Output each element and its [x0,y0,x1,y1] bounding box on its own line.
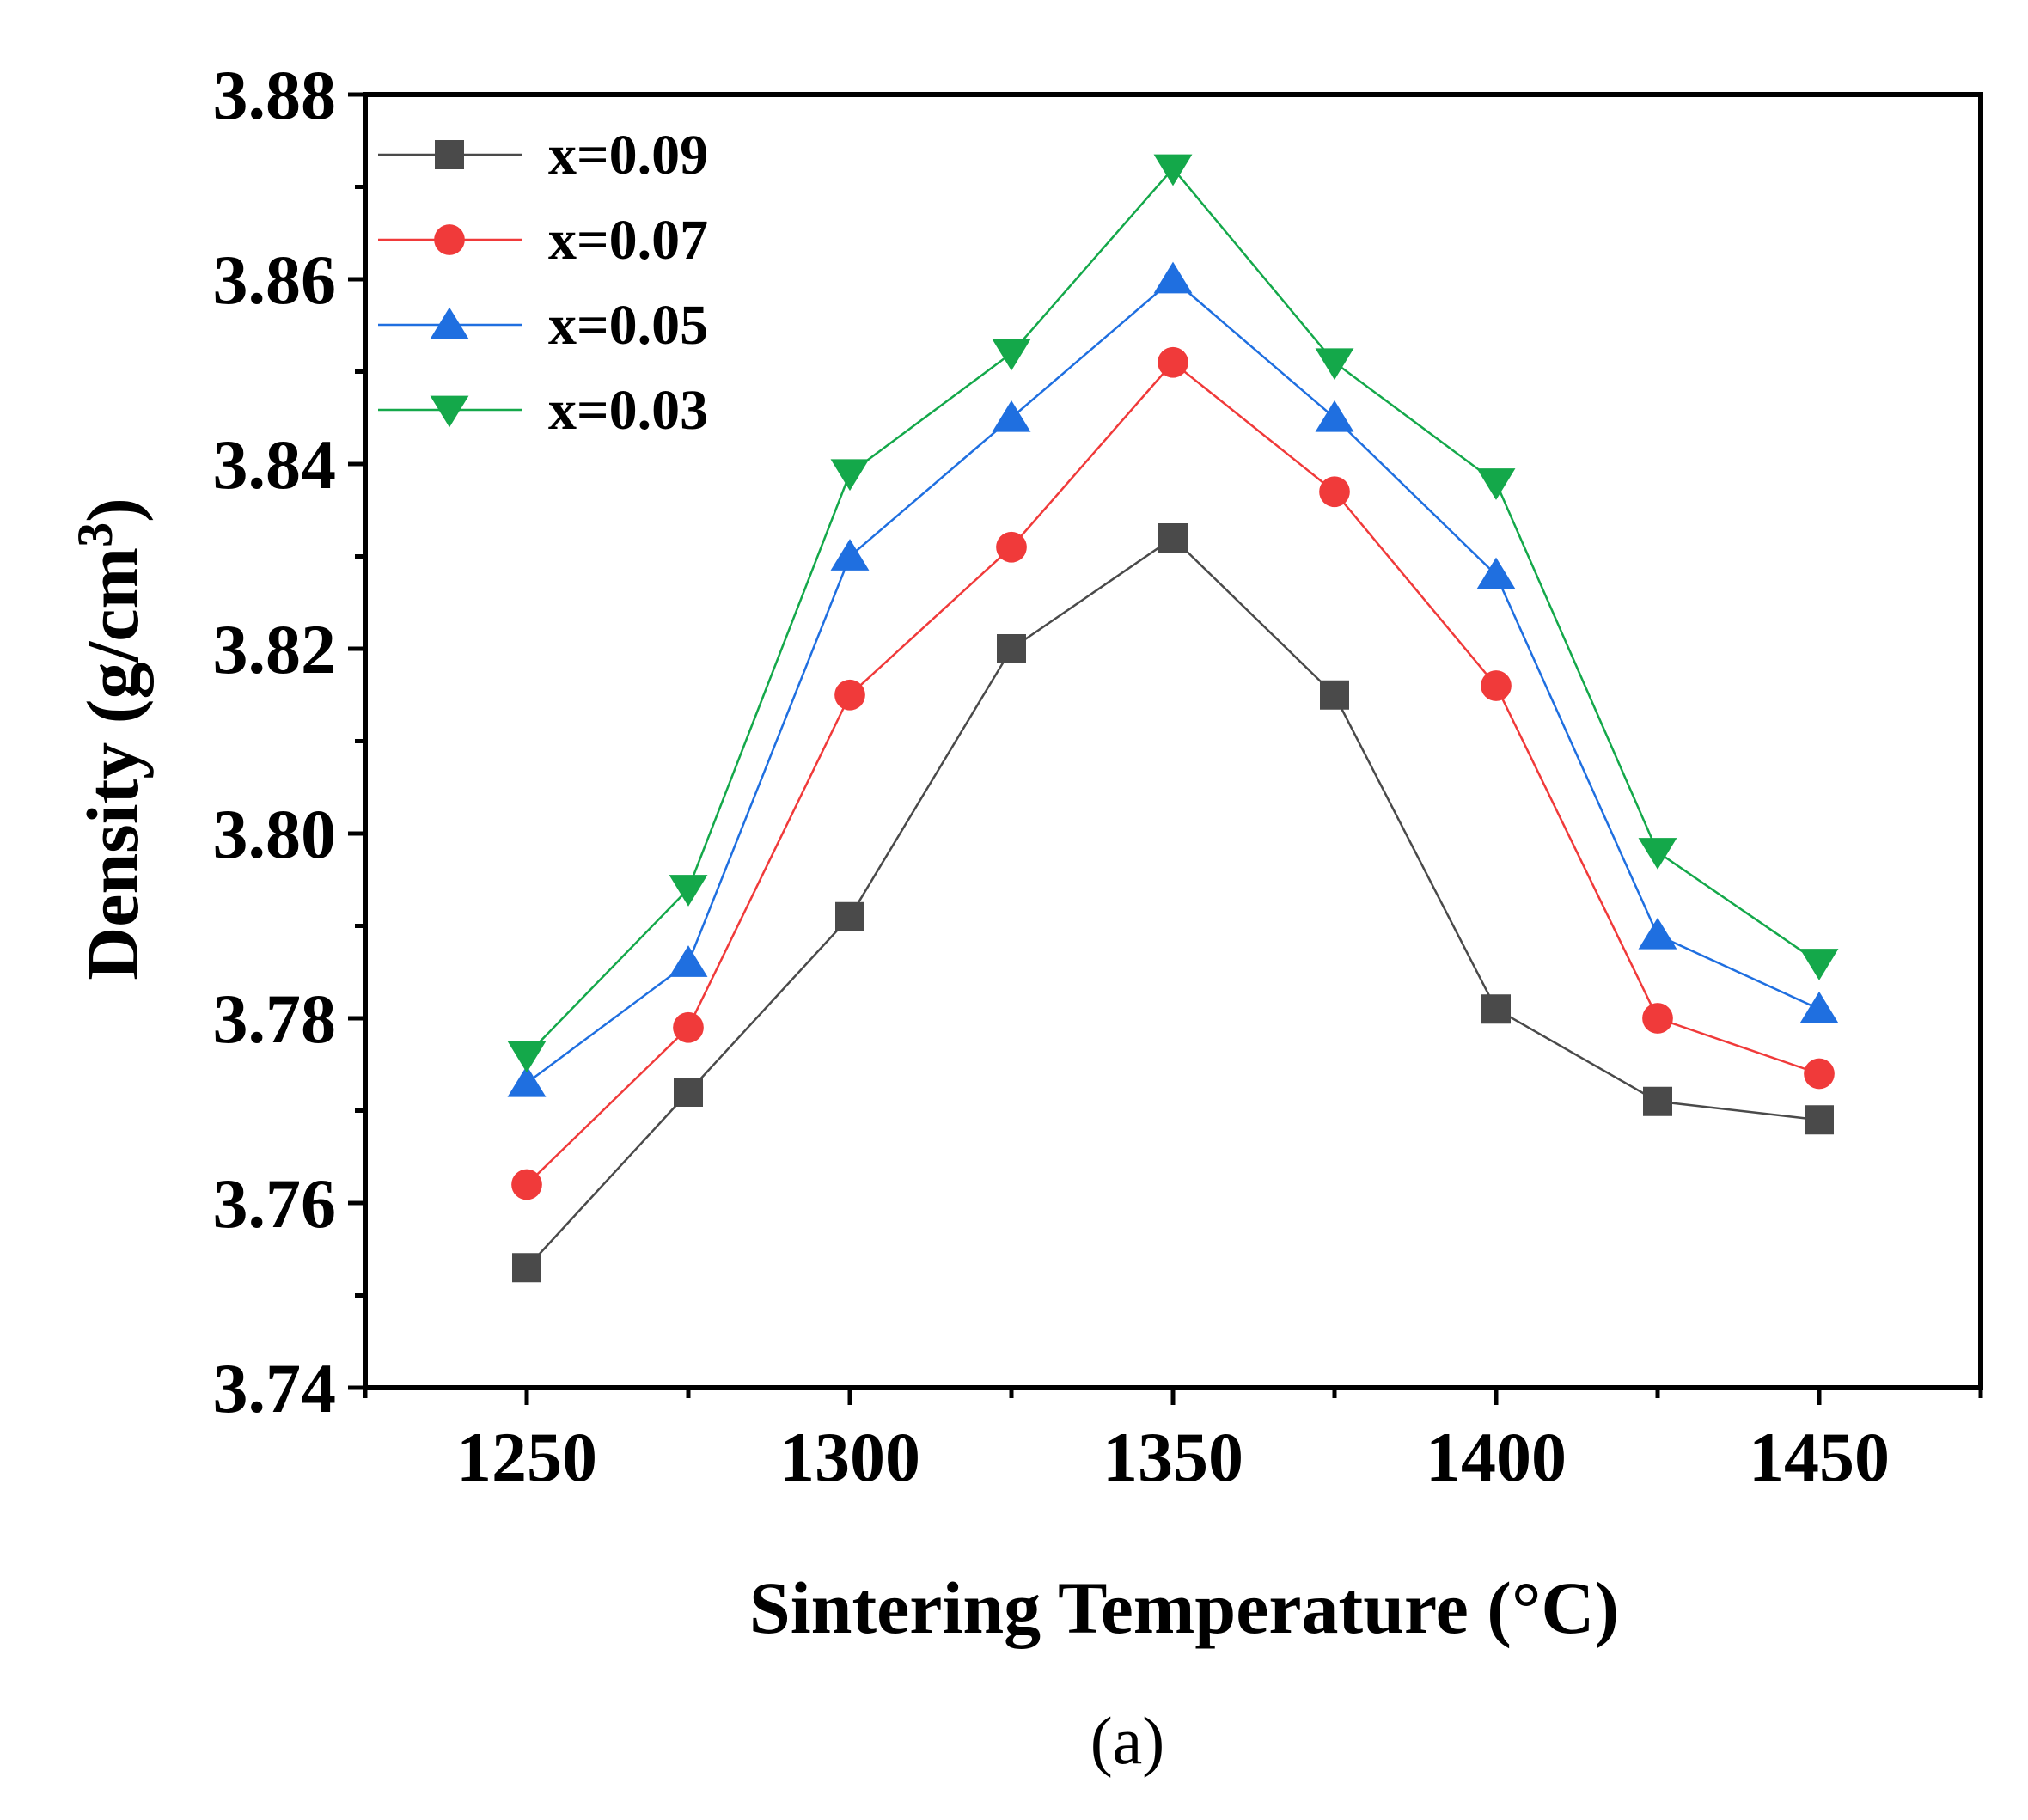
y-tick-label: 3.84 [213,425,337,504]
data-point [1638,917,1677,950]
data-point [507,1065,547,1097]
legend-label: x=0.03 [548,379,708,442]
legend-item: x=0.05 [378,294,708,357]
series-layer [507,154,1839,1283]
axis-ticks: 3.74 3.76 3.78 3.80 3.82 3.84 3.86 3.88 1250 1300… [213,56,1983,1496]
data-point [830,539,870,571]
data-point [1158,523,1188,553]
legend-marker [430,307,469,339]
data-point [1799,991,1839,1023]
data-point [1481,994,1511,1024]
legend-marker [430,395,469,428]
data-point [1799,949,1839,980]
x-tick-label: 1250 [456,1418,597,1496]
data-point [1319,476,1350,508]
y-tick-label: 3.88 [213,56,337,134]
data-point [512,1253,541,1283]
data-point [669,875,708,907]
data-point [834,679,865,711]
data-point [835,901,864,931]
data-point [1153,261,1193,294]
data-point [1476,557,1516,589]
data-point [673,1011,704,1043]
legend-item: x=0.09 [378,124,708,186]
legend-label: x=0.05 [548,294,708,357]
data-point [1638,838,1677,870]
x-tick-label: 1400 [1426,1418,1567,1496]
y-axis-title: Density (g/cm3) [67,498,154,980]
data-point [1153,154,1193,186]
legend-marker [435,140,464,169]
series-x=0.09 [512,523,1834,1283]
legend-marker [434,224,465,255]
y-tick-label: 3.76 [213,1164,337,1243]
x-axis-title: Sintering Temperature (°C) [749,1567,1619,1649]
data-point [1315,348,1354,381]
data-point [1804,1058,1835,1090]
data-point [1643,1086,1672,1116]
y-tick-label: 3.80 [213,795,337,873]
data-point [507,1041,547,1073]
data-point [992,339,1031,371]
y-axis-title-superscript: 3 [67,522,123,547]
x-tick-label: 1300 [779,1418,920,1496]
series-x=0.05 [507,261,1839,1097]
data-point [674,1078,703,1107]
data-point [1805,1105,1834,1135]
data-point [992,400,1031,432]
data-point [1476,468,1516,500]
legend-item: x=0.07 [378,209,708,272]
data-point [996,531,1027,563]
series-x=0.07 [511,346,1835,1200]
data-point [1158,346,1188,378]
data-point [997,634,1026,663]
y-tick-label: 3.78 [213,980,337,1058]
data-point [669,945,708,977]
y-axis-title-main: Density (g/cm [71,547,154,980]
legend-label: x=0.09 [548,124,708,186]
y-axis-title-close: ) [71,498,154,522]
data-point [1481,670,1512,701]
figure-caption: (a) [1090,1703,1165,1778]
x-tick-label: 1350 [1103,1418,1243,1496]
series-x=0.03 [507,154,1839,1073]
y-tick-label: 3.86 [213,241,337,319]
data-point [511,1169,542,1200]
y-tick-label: 3.74 [213,1349,337,1427]
x-tick-label: 1450 [1749,1418,1890,1496]
legend-item: x=0.03 [378,379,708,442]
data-point [1315,400,1354,432]
data-point [1320,680,1349,710]
y-tick-label: 3.82 [213,610,337,688]
legend-label: x=0.07 [548,209,708,272]
legend: x=0.09 x=0.07 x=0.05 x=0.03 [378,124,708,442]
data-point [1642,1003,1673,1034]
data-point [830,459,870,492]
